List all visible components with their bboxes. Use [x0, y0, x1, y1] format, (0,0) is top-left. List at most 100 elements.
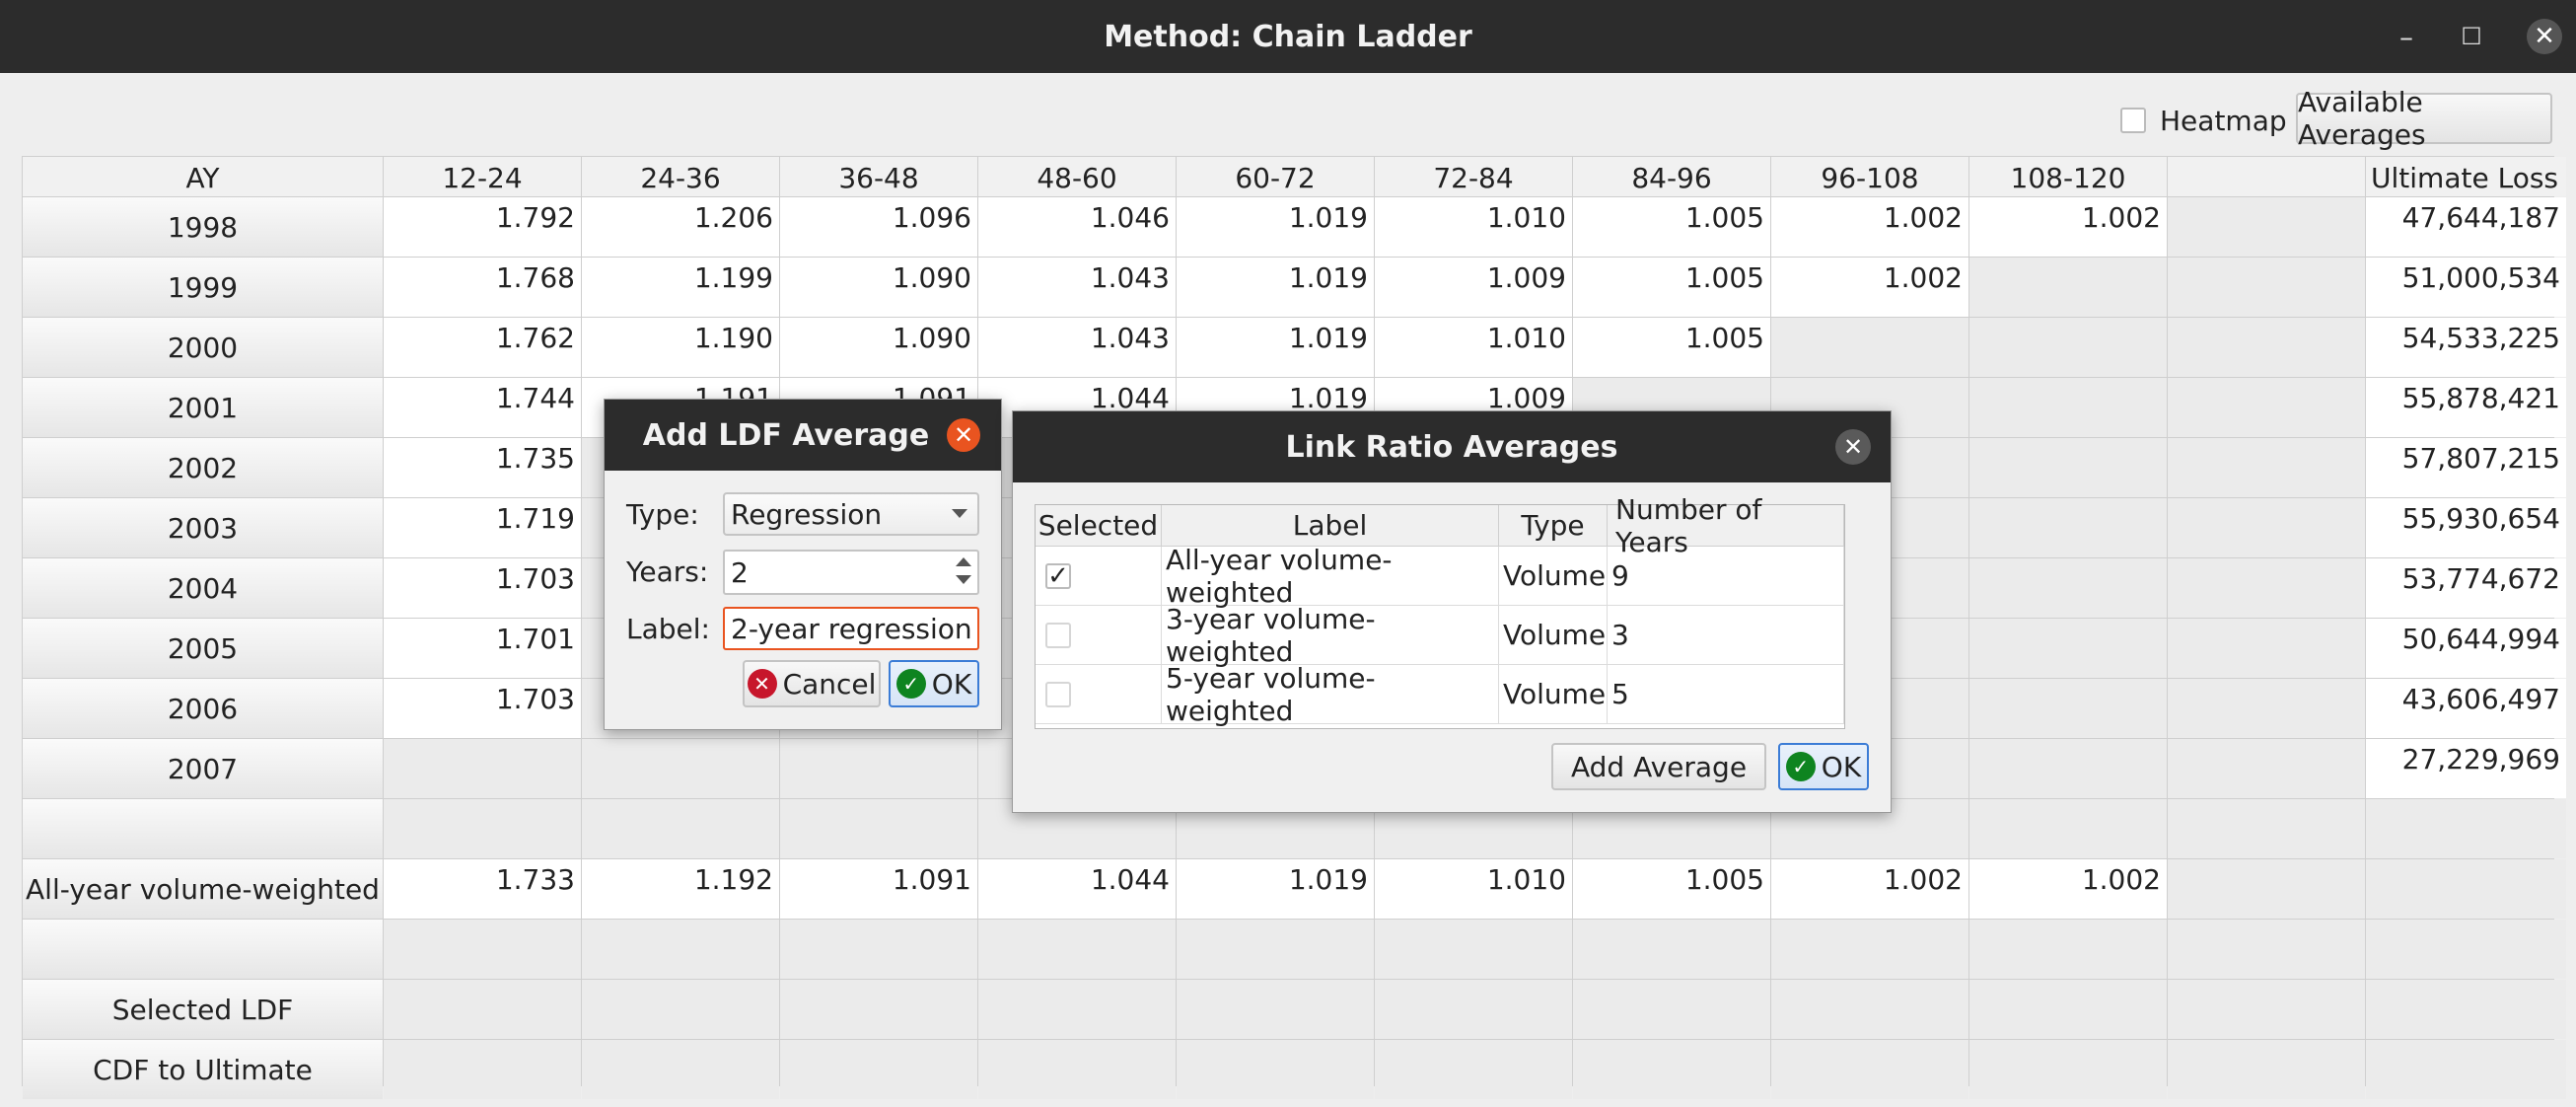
table-cell[interactable] [2168, 438, 2365, 497]
ultimate-loss-cell[interactable]: 55,930,654 [2366, 498, 2566, 557]
ultimate-loss-cell[interactable]: 57,807,215 [2366, 438, 2566, 497]
table-cell[interactable] [2168, 859, 2365, 919]
table-cell[interactable]: 1.199 [582, 258, 779, 317]
column-header[interactable]: AY [23, 157, 383, 196]
ultimate-loss-cell[interactable] [2366, 980, 2566, 1039]
table-cell[interactable]: 1.096 [780, 197, 977, 257]
table-cell[interactable] [1969, 619, 2167, 678]
table-cell[interactable]: 1.735 [384, 438, 581, 497]
table-cell[interactable]: 1.010 [1375, 318, 1572, 377]
row-header[interactable]: Selected LDF [23, 980, 383, 1039]
table-cell[interactable]: 1.768 [384, 258, 581, 317]
add-average-button[interactable]: Add Average [1551, 743, 1766, 790]
table-cell[interactable] [2168, 558, 2365, 618]
table-cell[interactable]: 1.002 [1969, 859, 2167, 919]
row-header[interactable]: 2003 [23, 498, 383, 557]
table-cell[interactable] [1771, 920, 1968, 979]
available-averages-button[interactable]: Available Averages [2296, 86, 2552, 151]
ultimate-loss-cell[interactable]: 27,229,969 [2366, 739, 2566, 798]
ultimate-loss-cell[interactable] [2366, 920, 2566, 979]
ultimate-loss-cell[interactable]: 53,774,672 [2366, 558, 2566, 618]
table-cell[interactable] [780, 980, 977, 1039]
table-cell[interactable] [1969, 980, 2167, 1039]
table-cell[interactable] [978, 1040, 1176, 1099]
row-selected-checkbox-cell[interactable] [1036, 606, 1162, 665]
table-cell[interactable]: 1.019 [1177, 318, 1374, 377]
heatmap-toggle[interactable]: Heatmap [2120, 103, 2287, 138]
table-cell[interactable] [780, 920, 977, 979]
table-cell[interactable] [1375, 980, 1572, 1039]
table-cell[interactable]: 1.091 [780, 859, 977, 919]
table-cell[interactable]: 1.043 [978, 318, 1176, 377]
column-header[interactable] [2168, 157, 2365, 196]
table-cell[interactable] [1771, 318, 1968, 377]
ultimate-loss-cell[interactable]: 47,644,187 [2366, 197, 2566, 257]
table-cell[interactable] [384, 980, 581, 1039]
table-cell[interactable] [1969, 739, 2167, 798]
table-cell[interactable]: 1.701 [384, 619, 581, 678]
row-header[interactable]: 2001 [23, 378, 383, 437]
ultimate-loss-cell[interactable]: 54,533,225 [2366, 318, 2566, 377]
table-cell[interactable] [1573, 980, 1770, 1039]
table-cell[interactable] [1969, 1040, 2167, 1099]
table-cell[interactable]: 1.005 [1573, 859, 1770, 919]
table-cell[interactable] [2168, 739, 2365, 798]
table-cell[interactable] [1969, 920, 2167, 979]
ultimate-loss-cell[interactable] [2366, 1040, 2566, 1099]
column-header[interactable]: 84-96 [1573, 157, 1770, 196]
table-cell[interactable] [780, 799, 977, 858]
table-cell[interactable] [1375, 1040, 1572, 1099]
table-cell[interactable] [2168, 197, 2365, 257]
add-ldf-ok-button[interactable]: ✓ OK [889, 660, 979, 707]
table-cell[interactable]: 1.190 [582, 318, 779, 377]
column-header[interactable]: 96-108 [1771, 157, 1968, 196]
table-cell[interactable]: 1.002 [1771, 258, 1968, 317]
table-cell[interactable] [1771, 980, 1968, 1039]
table-cell[interactable] [1969, 258, 2167, 317]
table-cell[interactable]: 1.005 [1573, 197, 1770, 257]
row-header[interactable]: 2000 [23, 318, 383, 377]
table-cell[interactable] [582, 920, 779, 979]
table-cell[interactable] [1969, 558, 2167, 618]
ultimate-loss-cell[interactable]: 51,000,534 [2366, 258, 2566, 317]
table-cell[interactable]: 1.010 [1375, 859, 1572, 919]
table-cell[interactable] [1969, 799, 2167, 858]
row-header[interactable]: 2005 [23, 619, 383, 678]
column-header[interactable]: 108-120 [1969, 157, 2167, 196]
table-cell[interactable] [2168, 920, 2365, 979]
maximize-button[interactable]: ☐ [2452, 0, 2491, 73]
cancel-button[interactable]: ✕ Cancel [743, 660, 881, 707]
add-ldf-close-button[interactable]: ✕ [947, 418, 980, 452]
link-ratio-close-button[interactable]: ✕ [1835, 429, 1871, 465]
link-ratio-ok-button[interactable]: ✓ OK [1778, 743, 1869, 790]
column-header[interactable]: 36-48 [780, 157, 977, 196]
table-cell[interactable]: 1.719 [384, 498, 581, 557]
table-cell[interactable]: 1.002 [1969, 197, 2167, 257]
table-cell[interactable] [2168, 619, 2365, 678]
table-cell[interactable] [1969, 498, 2167, 557]
table-cell[interactable] [1177, 920, 1374, 979]
table-cell[interactable] [2168, 378, 2365, 437]
row-header[interactable] [23, 799, 383, 858]
label-input[interactable]: 2-year regression [723, 607, 979, 650]
table-cell[interactable] [2168, 258, 2365, 317]
table-cell[interactable] [582, 980, 779, 1039]
column-header[interactable]: 12-24 [384, 157, 581, 196]
table-cell[interactable] [1573, 920, 1770, 979]
table-cell[interactable] [1375, 920, 1572, 979]
table-cell[interactable]: 1.192 [582, 859, 779, 919]
table-cell[interactable]: 1.703 [384, 558, 581, 618]
table-cell[interactable]: 1.044 [978, 859, 1176, 919]
spin-up-icon[interactable] [956, 557, 971, 566]
table-cell[interactable]: 1.206 [582, 197, 779, 257]
table-cell[interactable] [384, 799, 581, 858]
table-cell[interactable] [1969, 438, 2167, 497]
table-cell[interactable] [2168, 980, 2365, 1039]
table-cell[interactable]: 1.005 [1573, 318, 1770, 377]
table-cell[interactable]: 1.010 [1375, 197, 1572, 257]
type-select[interactable]: Regression [723, 492, 979, 536]
column-header[interactable]: 72-84 [1375, 157, 1572, 196]
table-cell[interactable] [2168, 318, 2365, 377]
row-header[interactable]: All-year volume-weighted [23, 859, 383, 919]
column-header[interactable]: Ultimate Loss [2366, 157, 2566, 196]
